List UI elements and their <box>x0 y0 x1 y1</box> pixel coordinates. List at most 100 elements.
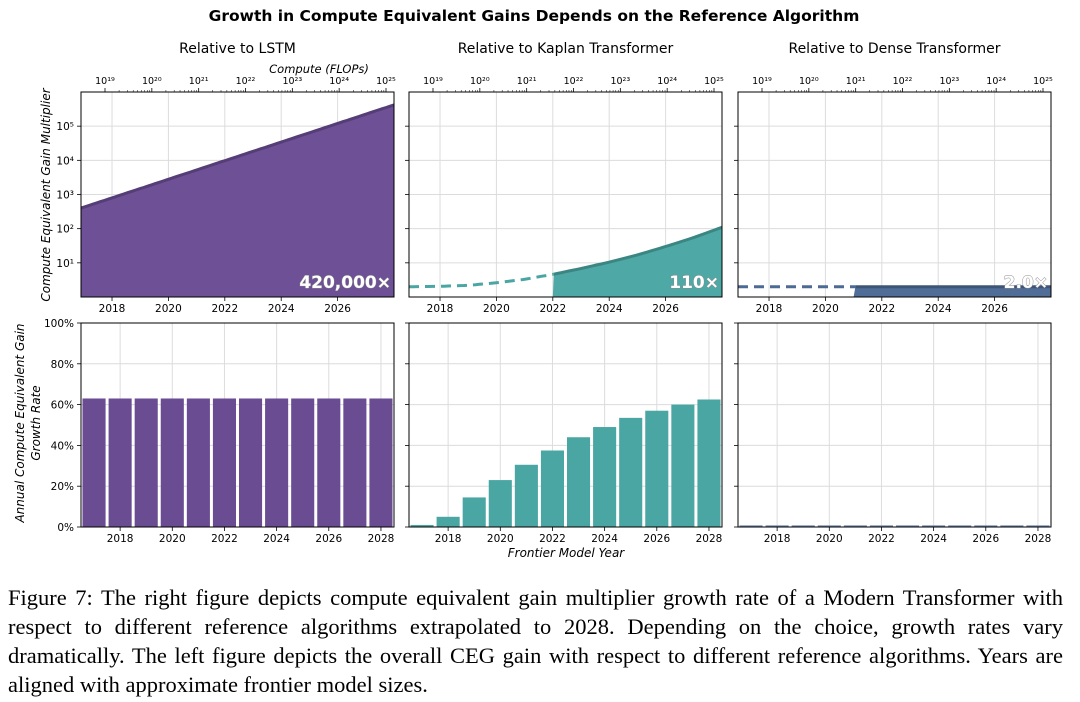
x-tick-label: 2020 <box>812 303 839 315</box>
y-tick-label: 20% <box>51 481 74 493</box>
top-axis-tick-label: 10²⁰ <box>142 76 162 87</box>
bar <box>160 398 184 527</box>
top-y-axis-label: Compute Equivalent Gain Multiplier <box>39 87 53 301</box>
bar <box>671 404 695 527</box>
gain-annotation: 2.0× <box>1004 273 1048 293</box>
top-axis-tick-label: 10²² <box>564 76 584 87</box>
bar <box>108 398 132 527</box>
bar <box>1026 525 1050 527</box>
bar <box>369 398 393 527</box>
area-fill <box>853 286 1051 297</box>
top-axis-tick-label: 10²⁴ <box>657 76 677 87</box>
bar <box>739 525 763 527</box>
bar <box>239 398 263 527</box>
top-axis-tick-label: 10²² <box>236 76 256 87</box>
x-tick-label: 2026 <box>652 303 679 315</box>
x-tick-label: 2024 <box>596 303 623 315</box>
bar <box>514 464 538 527</box>
x-tick-label: 2028 <box>1025 533 1052 545</box>
x-tick-label: 2028 <box>696 533 723 545</box>
subplot-title: Relative to Dense Transformer <box>788 41 1000 57</box>
x-tick-label: 2024 <box>263 533 290 545</box>
x-tick-label: 2024 <box>925 303 952 315</box>
x-tick-label: 2018 <box>427 303 454 315</box>
x-tick-label: 2022 <box>211 303 238 315</box>
bar <box>593 427 617 527</box>
bar <box>697 399 721 527</box>
x-tick-label: 2022 <box>211 533 238 545</box>
bar <box>317 398 341 527</box>
area-fill <box>81 104 394 298</box>
x-tick-label: 2024 <box>268 303 295 315</box>
bar <box>462 497 486 527</box>
top-axis-tick-label: 10¹⁹ <box>752 76 772 87</box>
x-tick-label: 2018 <box>756 303 783 315</box>
axes-frame <box>737 91 1052 298</box>
top-axis-tick-label: 10²³ <box>610 76 630 87</box>
y-tick-label: 60% <box>51 400 74 412</box>
x-tick-label: 2018 <box>435 533 462 545</box>
bar <box>291 398 315 527</box>
bar <box>186 398 210 527</box>
bottom-y-axis-label-line2: Growth Rate <box>29 385 43 460</box>
bar <box>619 417 643 527</box>
bar <box>1000 525 1024 527</box>
x-tick-label: 2020 <box>487 533 514 545</box>
y-tick-label: 80% <box>51 359 74 371</box>
axes-frame <box>408 322 723 528</box>
figure-canvas: Growth in Compute Equivalent Gains Depen… <box>13 7 1053 560</box>
series-line-extrapolated <box>409 272 555 289</box>
bar <box>265 398 289 527</box>
top-axis-tick-label: 10¹⁹ <box>95 76 115 87</box>
x-tick-label: 2026 <box>315 533 342 545</box>
figure-title: Growth in Compute Equivalent Gains Depen… <box>209 7 860 25</box>
bar <box>212 398 236 527</box>
x-tick-label: 2018 <box>107 533 134 545</box>
top-axis-tick-label: 10²¹ <box>189 76 209 87</box>
gain-annotation: 420,000× <box>299 273 391 293</box>
bar <box>817 525 841 527</box>
top-axis-tick-label: 10²³ <box>282 76 302 87</box>
bar <box>791 525 815 527</box>
x-tick-label: 2020 <box>483 303 510 315</box>
x-tick-label: 2022 <box>539 533 566 545</box>
x-tick-label: 2026 <box>643 533 670 545</box>
y-tick-label: 40% <box>51 440 74 452</box>
bar <box>896 525 920 527</box>
bar <box>410 524 434 527</box>
panel-top-lstm: 420,000× 2018 2020 2022 2024 2026 10¹⁹ 10²⁰ 10²¹… <box>56 41 396 315</box>
bar <box>343 398 367 527</box>
bar <box>974 525 998 527</box>
bar <box>134 398 158 527</box>
x-tick-label: 2026 <box>981 303 1008 315</box>
gain-annotation: 110× <box>669 273 719 293</box>
axes-frame <box>408 91 723 298</box>
y-tick-label: 10³ <box>56 190 74 202</box>
x-tick-label: 2022 <box>868 303 895 315</box>
x-tick-label: 2022 <box>539 303 566 315</box>
bar <box>567 437 591 527</box>
x-tick-label: 2020 <box>155 303 182 315</box>
bar <box>436 516 460 527</box>
top-axis-tick-label: 10²⁵ <box>1033 76 1053 87</box>
axes-frame <box>80 322 395 528</box>
y-tick-label: 10² <box>56 224 74 236</box>
panel-top-kaplan: 110× 2018 2020 2022 2024 2026 10¹⁹ 10²⁰ 10²¹ 10²²… <box>405 41 724 315</box>
top-axis-tick-label: 10²³ <box>939 76 959 87</box>
bar <box>922 525 946 527</box>
panel-top-dense: 2.0× 2018 2020 2022 2024 2026 10¹⁹ 10²⁰ 10²¹ 10²²… <box>734 41 1053 315</box>
top-axis-tick-label: 10¹⁹ <box>423 76 443 87</box>
bar <box>645 410 669 527</box>
x-tick-label: 2018 <box>99 303 126 315</box>
panel-bottom-kaplan: 2018 2020 2022 2024 2026 2028 <box>405 322 723 545</box>
x-tick-label: 2026 <box>972 533 999 545</box>
x-tick-label: 2022 <box>868 533 895 545</box>
top-axis-tick-label: 10²² <box>893 76 913 87</box>
area-fill <box>552 227 722 297</box>
y-tick-label: 10⁵ <box>56 121 74 133</box>
bar <box>843 525 867 527</box>
figure-caption: Figure 7: The right figure depicts compu… <box>8 585 1063 697</box>
x-tick-label: 2018 <box>764 533 791 545</box>
x-tick-label: 2020 <box>159 533 186 545</box>
bar <box>948 525 972 527</box>
